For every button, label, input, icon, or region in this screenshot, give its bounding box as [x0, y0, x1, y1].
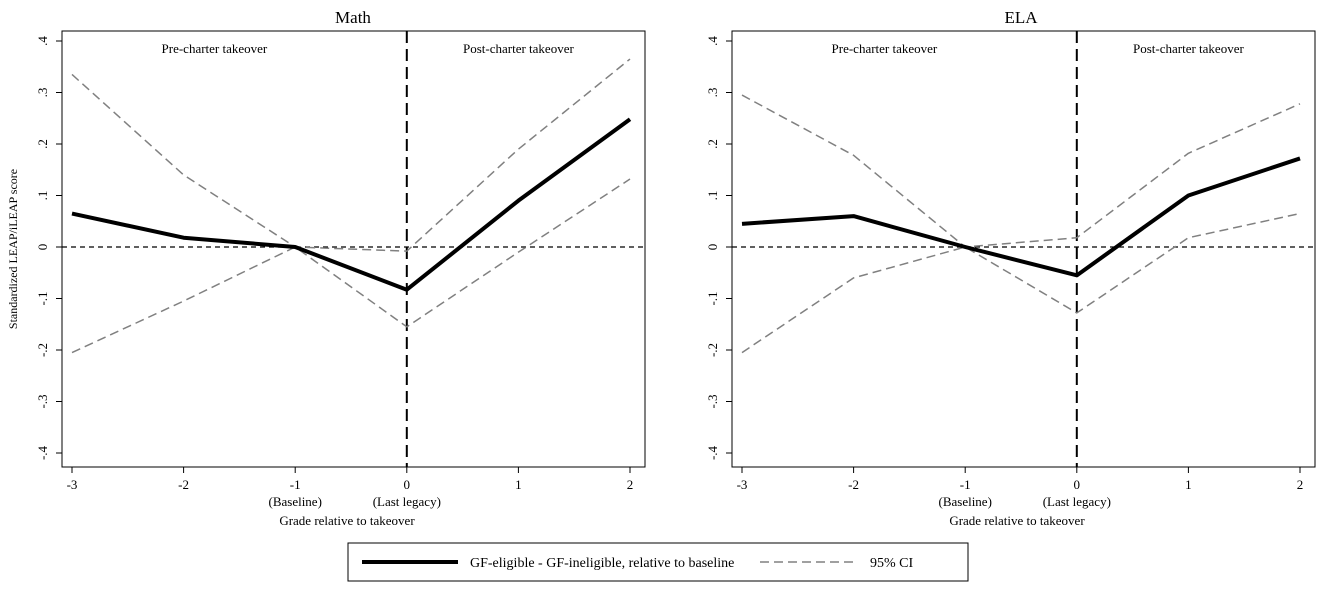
x-tick-label: -1: [290, 477, 301, 492]
panel-title: Math: [335, 8, 371, 27]
y-tick-label: -.3: [35, 394, 50, 408]
x-tick-label: -2: [178, 477, 189, 492]
ci-lower-line: [71, 178, 631, 354]
legend: GF-eligible - GF-ineligible, relative to…: [347, 542, 969, 582]
y-tick-label: -.4: [705, 445, 720, 460]
post-takeover-label: Post-charter takeover: [463, 41, 574, 56]
x-tick-label: -3: [737, 477, 748, 492]
ci-lower-line: [741, 212, 1301, 354]
pre-takeover-label: Pre-charter takeover: [162, 41, 268, 56]
legend-estimate-label: GF-eligible - GF-ineligible, relative to…: [470, 556, 734, 571]
y-tick-label: 0: [35, 244, 50, 251]
plot-frame: [731, 30, 1316, 468]
x-sublabel: (Last legacy): [373, 494, 441, 509]
y-tick-label: -.1: [705, 291, 720, 305]
y-tick-label: -.1: [35, 291, 50, 305]
panel-title: ELA: [1004, 8, 1038, 27]
y-tick-label: .4: [35, 36, 50, 46]
ela-panel: ELA -.4 -.3 -.2 -.1 0 .1 .2 .3 .4 -3 -2 -1 0 1 2 (Baseli…: [705, 8, 1316, 528]
x-tick-label: 1: [515, 477, 522, 492]
x-axis-label: Grade relative to takeover: [949, 513, 1085, 528]
x-axis-label: Grade relative to takeover: [279, 513, 415, 528]
pre-takeover-label: Pre-charter takeover: [832, 41, 938, 56]
x-sublabel: (Last legacy): [1043, 494, 1111, 509]
x-tick-label: 0: [1074, 477, 1081, 492]
y-tick-label: -.3: [705, 394, 720, 408]
x-tick-label: -1: [960, 477, 971, 492]
y-tick-label: -.2: [705, 343, 720, 357]
estimate-line: [71, 117, 632, 292]
ci-upper-line: [741, 94, 1301, 248]
estimate-line: [741, 156, 1301, 278]
x-tick-label: -2: [848, 477, 859, 492]
y-tick-label: .4: [705, 36, 720, 46]
x-tick-label: 2: [1297, 477, 1304, 492]
y-tick-label: .2: [35, 139, 50, 149]
x-tick-label: 1: [1185, 477, 1192, 492]
x-tick-label: 0: [404, 477, 411, 492]
x-sublabel: (Baseline): [268, 494, 321, 509]
y-tick-label: .2: [705, 139, 720, 149]
x-tick-label: -3: [67, 477, 78, 492]
y-tick-label: .3: [705, 88, 720, 98]
ci-upper-line: [71, 58, 631, 252]
y-tick-label: .1: [35, 191, 50, 201]
x-tick-label: 2: [627, 477, 634, 492]
y-axis-label: Standardized LEAP/iLEAP score: [6, 169, 20, 329]
legend-ci-label: 95% CI: [870, 556, 914, 571]
math-panel: Math -.4 -.3 -.2 -.1 0 .1 .2 .3 .4 -3 -2 -1 0 1 2 (Basel…: [6, 8, 646, 528]
y-tick-label: -.4: [35, 445, 50, 460]
y-tick-label: .1: [705, 191, 720, 201]
y-tick-label: 0: [705, 244, 720, 251]
post-takeover-label: Post-charter takeover: [1133, 41, 1244, 56]
plot-frame: [61, 30, 646, 468]
y-tick-label: -.2: [35, 343, 50, 357]
y-tick-label: .3: [35, 88, 50, 98]
x-sublabel: (Baseline): [938, 494, 991, 509]
